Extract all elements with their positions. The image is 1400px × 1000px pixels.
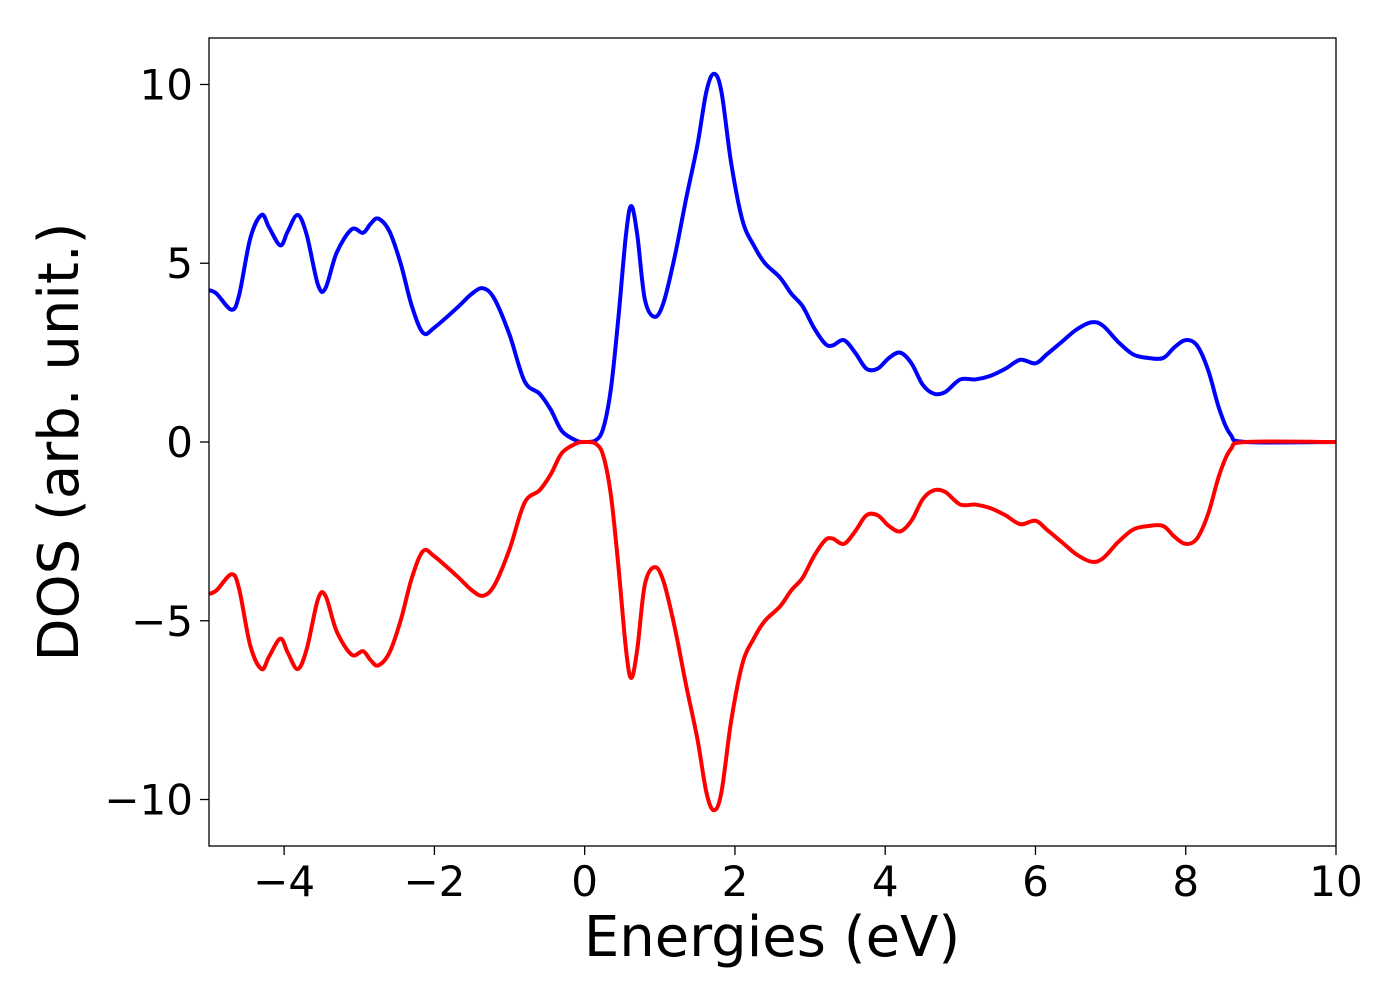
y-tick-label: 0	[166, 418, 193, 467]
y-tick-label: −10	[104, 776, 193, 825]
series-line-1	[209, 71, 1336, 445]
y-tick-label: 10	[140, 60, 193, 109]
x-axis: −4 −2 0 2 4 6 8 10	[253, 846, 1363, 906]
x-tick-label: −4	[253, 857, 315, 906]
series-line-2	[209, 439, 1336, 813]
x-tick-label: 6	[1022, 857, 1049, 906]
x-tick-label: 0	[571, 857, 598, 906]
series-layer	[209, 71, 1336, 813]
y-axis: −10 −5 0 5 10	[104, 60, 209, 825]
y-tick-label: −5	[131, 597, 193, 646]
x-tick-label: 2	[722, 857, 749, 906]
y-tick-label: 5	[166, 239, 193, 288]
y-axis-label: DOS (arb. unit.)	[27, 222, 92, 661]
x-tick-label: 10	[1309, 857, 1362, 906]
x-tick-label: −2	[403, 857, 465, 906]
x-axis-label: Energies (eV)	[584, 905, 960, 970]
x-tick-label: 8	[1172, 857, 1199, 906]
x-tick-label: 4	[872, 857, 899, 906]
